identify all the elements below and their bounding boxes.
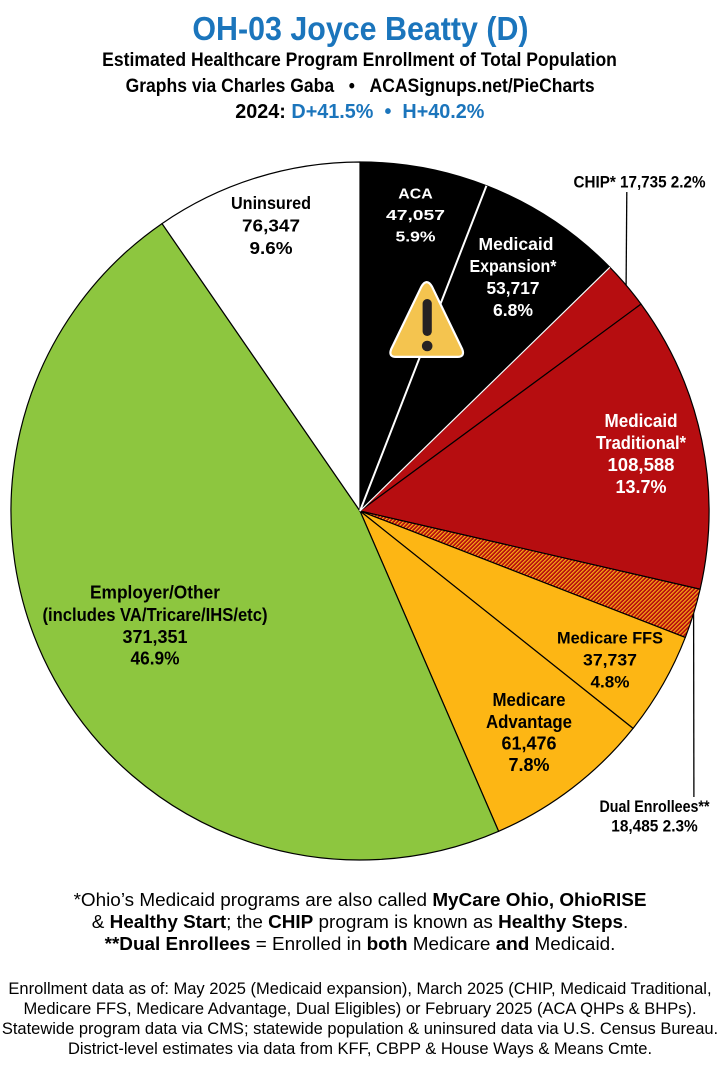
svg-text:6.8%: 6.8% <box>493 300 533 320</box>
svg-text:18,485 2.3%: 18,485 2.3% <box>611 817 698 836</box>
svg-text:CHIP* 17,735 2.2%: CHIP* 17,735 2.2% <box>574 173 706 192</box>
svg-text:Expansion*: Expansion* <box>470 256 557 276</box>
svg-text:4.8%: 4.8% <box>591 674 630 692</box>
svg-text:53,717: 53,717 <box>487 278 540 298</box>
svg-text:7.8%: 7.8% <box>509 755 550 775</box>
svg-text:Medicaid: Medicaid <box>479 234 554 254</box>
svg-text:Dual Enrollees**: Dual Enrollees** <box>600 797 710 816</box>
svg-text:Traditional*: Traditional* <box>596 433 686 453</box>
svg-text:5.9%: 5.9% <box>396 229 436 246</box>
svg-text:61,476: 61,476 <box>502 734 557 754</box>
svg-text:ACA: ACA <box>398 186 433 203</box>
svg-text:Employer/Other: Employer/Other <box>90 582 220 603</box>
svg-text:9.6%: 9.6% <box>250 238 293 258</box>
svg-text:Advantage: Advantage <box>486 712 572 732</box>
svg-text:Medicare: Medicare <box>493 690 566 710</box>
svg-text:371,351: 371,351 <box>123 626 188 647</box>
svg-text:108,588: 108,588 <box>608 455 675 475</box>
svg-text:37,737: 37,737 <box>583 652 637 670</box>
svg-text:46.9%: 46.9% <box>131 648 180 669</box>
svg-text:76,347: 76,347 <box>242 216 300 236</box>
svg-text:Uninsured: Uninsured <box>231 193 311 213</box>
svg-text:(includes VA/Tricare/IHS/etc): (includes VA/Tricare/IHS/etc) <box>43 604 268 625</box>
svg-text:13.7%: 13.7% <box>616 477 667 497</box>
svg-text:Medicare FFS: Medicare FFS <box>557 630 663 648</box>
svg-text:47,057: 47,057 <box>386 207 445 224</box>
svg-text:Medicaid: Medicaid <box>605 411 678 431</box>
